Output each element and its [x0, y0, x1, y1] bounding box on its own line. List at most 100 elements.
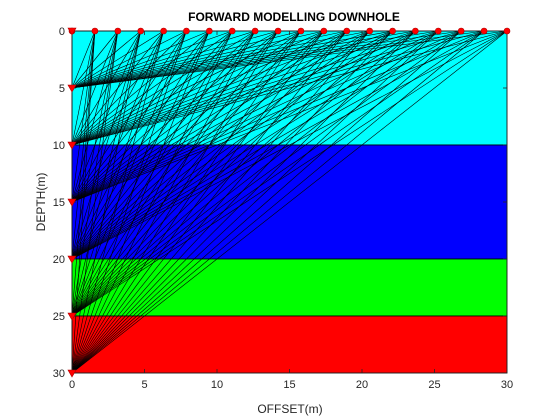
source-point	[320, 27, 328, 35]
y-tick-label: 15	[53, 197, 65, 209]
source-point	[206, 27, 213, 35]
layer-3	[71, 258, 508, 317]
layer-4	[71, 315, 508, 374]
source-point	[434, 27, 442, 35]
ray-s2-r3	[71, 30, 96, 146]
ray-s16-r7	[71, 30, 416, 374]
ray-s15-r6	[71, 30, 393, 317]
ray-s18-r3	[71, 30, 462, 146]
x-tick-label: 20	[356, 379, 368, 391]
y-tick-label: 0	[59, 26, 65, 38]
source-point	[480, 27, 488, 35]
x-axis: 0 5 10 15 20 25 30	[69, 31, 513, 391]
ray-s2-r2	[71, 30, 96, 89]
ray-s9-r6	[71, 30, 256, 317]
ray-s16-r2	[71, 30, 416, 89]
source-point	[297, 27, 305, 35]
ray-s8-r2	[71, 30, 233, 89]
ray-s4-r2	[71, 30, 141, 89]
ray-s20-r4	[71, 30, 508, 203]
y-tick-label: 30	[53, 368, 65, 380]
ray-s17-r7	[71, 30, 439, 374]
ray-s20-r2	[71, 30, 508, 89]
ray-s20-r7	[71, 30, 508, 374]
ray-s12-r2	[71, 30, 324, 89]
source-point	[251, 27, 259, 35]
ray-s19-r7	[71, 30, 485, 374]
ray-s2-r5	[71, 30, 96, 260]
chart-title: FORWARD MODELLING DOWNHOLE	[188, 10, 400, 24]
ray-s12-r4	[71, 30, 325, 203]
y-tick-label: 20	[53, 254, 65, 266]
source-point	[343, 27, 351, 35]
ray-s19-r5	[71, 30, 485, 260]
ray-s12-r7	[71, 30, 325, 374]
ray-s11-r2	[71, 30, 302, 89]
ray-s15-r7	[71, 30, 393, 374]
ray-s18-r2	[71, 30, 462, 89]
y-tick-label: 5	[59, 83, 65, 95]
ray-s20-r3	[71, 30, 508, 146]
x-tick-label: 15	[283, 379, 295, 391]
ray-s19-r3	[71, 30, 485, 146]
receiver-point	[67, 255, 77, 264]
ray-s13-r4	[71, 30, 347, 203]
source-point	[228, 27, 236, 35]
ray-s17-r6	[71, 30, 439, 317]
ray-s17-r5	[71, 30, 439, 260]
ray-s12-r5	[71, 30, 325, 260]
y-tick-label: 25	[53, 311, 65, 323]
ray-s7-r3	[71, 30, 210, 146]
ray-s18-r5	[71, 30, 462, 260]
ray-s19-r6	[71, 30, 485, 317]
x-tick-label: 5	[141, 379, 147, 391]
ray-s16-r3	[71, 30, 416, 146]
y-axis: 0 5 10 15 20 25 30	[53, 26, 507, 380]
source-point	[366, 27, 373, 35]
ray-s15-r4	[71, 30, 393, 203]
ray-s11-r6	[71, 30, 302, 317]
ray-s4-r3	[71, 30, 141, 146]
ray-s3-r2	[71, 30, 119, 89]
y-tick-label: 10	[53, 140, 65, 152]
receiver-point	[67, 27, 77, 36]
ray-s12-r3	[71, 30, 324, 146]
ray-s19-r2	[71, 30, 485, 89]
ray-s16-r6	[71, 30, 416, 317]
source-point	[274, 27, 282, 35]
ray-s4-r5	[71, 30, 142, 260]
ray-s11-r4	[71, 30, 302, 203]
source-point	[457, 27, 465, 35]
ray-s11-r7	[71, 30, 302, 374]
receiver-point	[67, 141, 77, 150]
ray-s17-r2	[71, 30, 439, 89]
ray-s15-r2	[71, 30, 393, 89]
ray-s3-r3	[71, 30, 119, 146]
source-point	[114, 27, 122, 35]
ray-s10-r3	[71, 30, 279, 146]
ray-s14-r2	[71, 30, 370, 89]
ray-s14-r7	[71, 30, 370, 374]
source-point	[137, 27, 145, 35]
ray-s20-r6	[71, 30, 508, 317]
ray-s20-r5	[71, 30, 508, 260]
ray-s9-r2	[71, 30, 256, 89]
markers	[67, 27, 511, 378]
ray-s18-r4	[71, 30, 462, 203]
ray-s6-r5	[71, 30, 187, 260]
ray-s8-r5	[71, 30, 233, 260]
ray-s6-r3	[71, 30, 187, 146]
receiver-point	[67, 369, 77, 378]
ray-s15-r3	[71, 30, 393, 146]
ray-s11-r3	[71, 30, 302, 146]
ray-s8-r3	[71, 30, 233, 146]
ray-s17-r3	[71, 30, 439, 146]
receiver-point	[67, 84, 77, 93]
source-point	[91, 27, 99, 35]
receiver-point	[67, 198, 77, 207]
ray-s14-r5	[71, 30, 370, 260]
ray-s6-r2	[71, 30, 187, 89]
source-point	[503, 27, 511, 35]
x-tick-label: 0	[69, 379, 75, 391]
